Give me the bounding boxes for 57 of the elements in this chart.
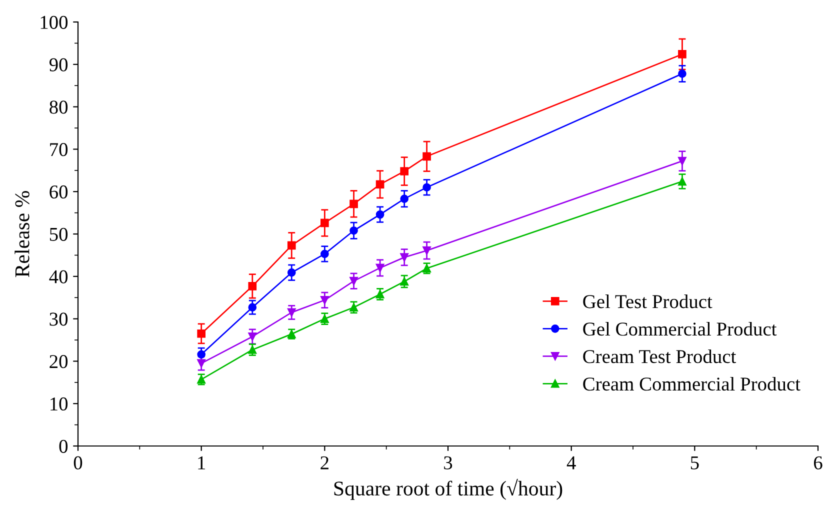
- point: [197, 350, 206, 359]
- point: [422, 183, 431, 192]
- y-tick-label: 30: [50, 312, 68, 326]
- point: [248, 346, 257, 354]
- y-tick-label: 20: [50, 355, 68, 368]
- point: [350, 226, 358, 235]
- point: [320, 218, 329, 228]
- point: [287, 308, 296, 317]
- x-tick-label: 1: [198, 456, 206, 470]
- point: [400, 167, 409, 176]
- point: [422, 246, 431, 255]
- y-axis-title: Release %: [14, 191, 30, 278]
- legend-label: Gel Commercial Product: [583, 322, 777, 336]
- point: [678, 50, 686, 58]
- x-tick-label: 2: [320, 456, 328, 470]
- point: [376, 264, 384, 272]
- point: [350, 303, 358, 312]
- y-tick-label: 0: [59, 440, 68, 453]
- point: [400, 194, 409, 203]
- point: [400, 253, 409, 262]
- point: [400, 277, 409, 286]
- point: [248, 303, 257, 312]
- y-tick-label: 40: [49, 270, 68, 284]
- y-tick-label: 80: [50, 100, 68, 114]
- legend-label: Gel Test Product: [583, 294, 712, 308]
- x-tick-label: 6: [814, 456, 822, 470]
- point: [320, 250, 329, 258]
- point: [350, 276, 358, 286]
- x-tick-label: 0: [74, 456, 82, 470]
- y-tick-label: 100: [40, 16, 68, 29]
- point: [320, 314, 329, 323]
- y-tick-label: 10: [50, 397, 68, 411]
- x-tick-label: 5: [690, 456, 699, 470]
- legend-label: Cream Commercial Product: [583, 376, 800, 391]
- point: [197, 329, 206, 338]
- point: [197, 359, 206, 368]
- point: [678, 156, 686, 166]
- y-tick-label: 70: [50, 143, 68, 156]
- y-tick-label: 60: [50, 185, 68, 199]
- x-axis-title: Square root of time (√hour): [334, 478, 562, 500]
- point: [287, 241, 296, 250]
- point: [678, 177, 686, 186]
- point: [350, 200, 358, 208]
- point: [320, 296, 329, 304]
- point: [287, 268, 296, 277]
- y-tick-label: 90: [49, 58, 68, 72]
- x-tick-label: 3: [444, 456, 452, 470]
- point: [376, 290, 384, 298]
- point: [678, 70, 686, 78]
- y-tick-label: 50: [50, 228, 68, 241]
- point: [248, 282, 257, 290]
- point: [422, 152, 431, 161]
- point: [376, 210, 384, 219]
- point: [248, 332, 257, 341]
- legend-label: Cream Test Product: [583, 349, 736, 364]
- x-tick-label: 4: [566, 456, 576, 470]
- point: [376, 180, 384, 189]
